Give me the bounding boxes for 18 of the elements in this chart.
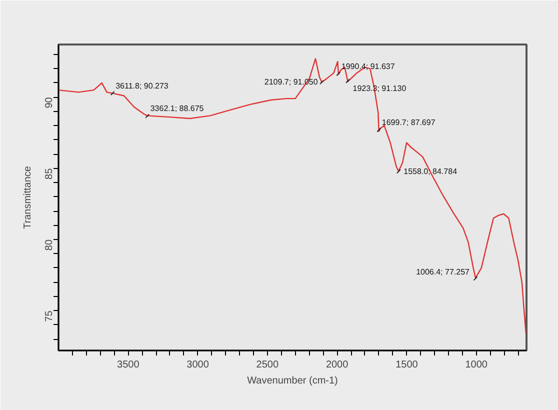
x-tick-label: 2500 [256, 360, 279, 370]
y-tick-label: 85 [44, 168, 55, 180]
annotation: 1558.0; 84.784 [404, 166, 458, 176]
annotation: 1990.4; 91.637 [341, 62, 396, 71]
annotation: 3611.8; 90.273 [116, 81, 169, 90]
x-tick-label: 2000 [326, 360, 349, 370]
y-tick-label: 90 [44, 96, 55, 108]
x-tick-label: 1500 [396, 360, 418, 370]
annotation: 3362.1; 88.675 [150, 104, 204, 114]
y-tick-label: 80 [44, 239, 55, 251]
annotation: 1699.7; 87.697 [382, 118, 436, 127]
y-axis-title: Transmittance [22, 166, 34, 229]
x-tick-label: 1000 [465, 360, 488, 370]
annotation: 1006.4; 77.257 [416, 268, 470, 277]
x-tick-label: 3000 [186, 360, 210, 370]
y-tick-label: 75 [44, 310, 55, 322]
x-tick-label: 3500 [117, 360, 140, 370]
x-axis-title: Wavenumber (cm-1) [247, 376, 338, 386]
